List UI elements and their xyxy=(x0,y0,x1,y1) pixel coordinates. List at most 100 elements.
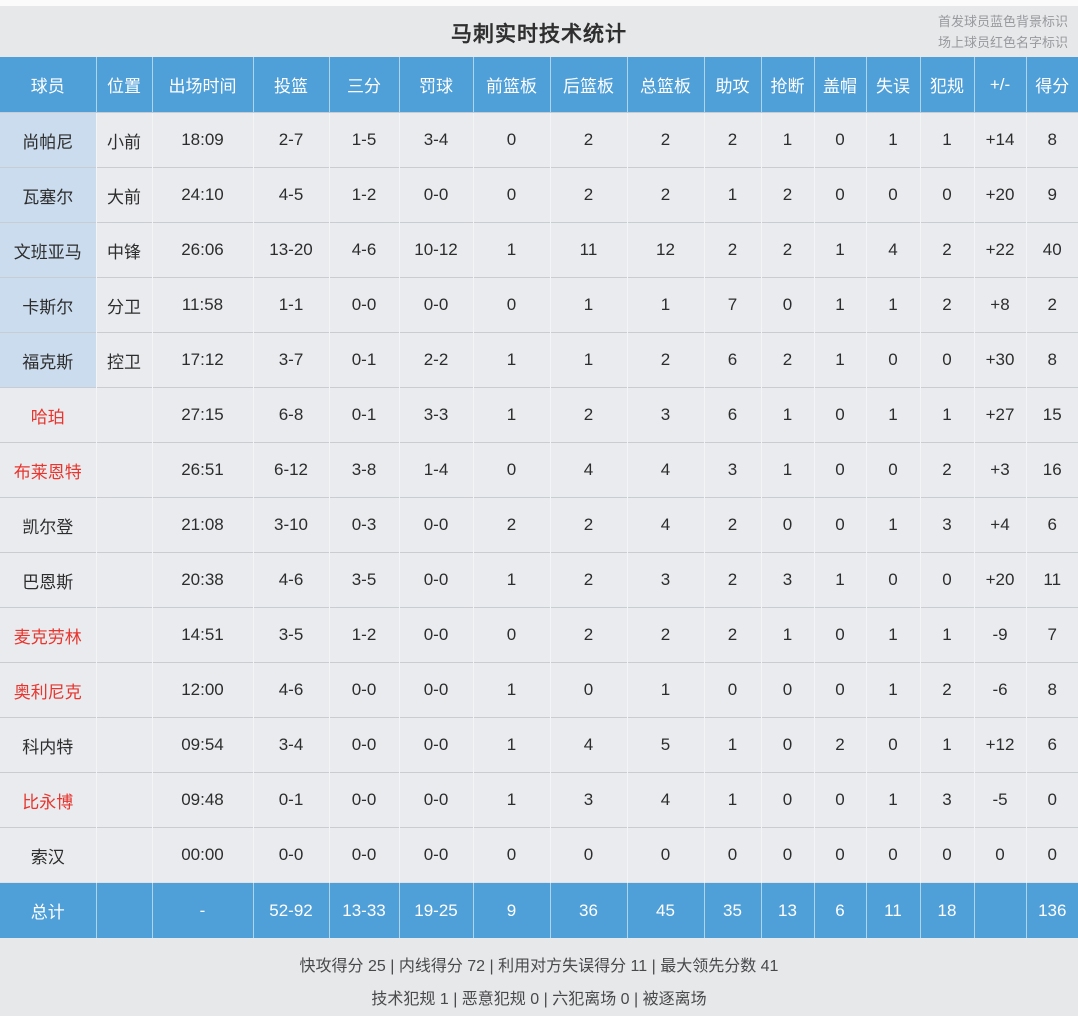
player-row: 文班亚马 中锋 26:06 13-20 4-6 10-12 1 11 12 2 2 1 4 2 +22 40 xyxy=(0,222,1078,278)
stat-cell: 0 xyxy=(472,442,550,498)
stat-cell: 1 xyxy=(626,277,704,333)
stat-cell: 0 xyxy=(472,112,550,168)
stat-cell: 0 xyxy=(1025,772,1078,828)
stat-cell: 0-0 xyxy=(398,552,473,608)
column-header-steals: 抢断 xyxy=(760,57,814,113)
stat-cell: 1 xyxy=(813,332,866,388)
stat-cell: 0-0 xyxy=(398,607,473,663)
stat-cell: 24:10 xyxy=(151,167,253,223)
stat-cell: 0 xyxy=(472,277,550,333)
stat-cell: 大前 xyxy=(95,167,152,223)
stat-cell: 14:51 xyxy=(151,607,253,663)
stat-cell: 2 xyxy=(1025,277,1078,333)
stat-cell: 20:38 xyxy=(151,552,253,608)
player-name-cell: 尚帕尼 xyxy=(0,112,96,168)
stat-cell: 0-0 xyxy=(252,827,329,883)
player-name-cell: 麦克劳林 xyxy=(0,607,96,663)
stat-cell: 2 xyxy=(703,552,761,608)
stat-cell: 1 xyxy=(703,717,761,773)
stat-cell: 16 xyxy=(1025,442,1078,498)
stat-cell: 2 xyxy=(549,387,627,443)
total-stat-cell: 35 xyxy=(703,882,761,938)
stat-cell: 11:58 xyxy=(151,277,253,333)
player-name-cell: 凯尔登 xyxy=(0,497,96,553)
player-row: 布莱恩特 26:51 6-12 3-8 1-4 0 4 4 3 1 0 0 2 +3 16 xyxy=(0,442,1078,498)
stat-cell: 3-4 xyxy=(252,717,329,773)
column-header-3pt: 三分 xyxy=(328,57,399,113)
stat-cell: 3 xyxy=(760,552,814,608)
stat-cell: 2 xyxy=(813,717,866,773)
column-header-plusminus: +/- xyxy=(973,57,1026,113)
stat-cell: 4 xyxy=(865,222,920,278)
stat-cell: 6-12 xyxy=(252,442,329,498)
stat-cell: 1 xyxy=(865,387,920,443)
top-strip xyxy=(0,0,1078,6)
player-row: 麦克劳林 14:51 3-5 1-2 0-0 0 2 2 2 1 0 1 1 -9 7 xyxy=(0,607,1078,663)
stat-cell: 0-0 xyxy=(398,497,473,553)
player-name-cell: 比永博 xyxy=(0,772,96,828)
total-stat-cell: 52-92 xyxy=(252,882,329,938)
stat-cell: +20 xyxy=(973,552,1026,608)
stat-cell: 27:15 xyxy=(151,387,253,443)
stat-cell: 0 xyxy=(919,827,974,883)
stat-cell: 3-7 xyxy=(252,332,329,388)
stat-cell: 0 xyxy=(1025,827,1078,883)
player-name-cell: 文班亚马 xyxy=(0,222,96,278)
stat-cell: 8 xyxy=(1025,662,1078,718)
stat-cell: 1 xyxy=(703,167,761,223)
column-header-fouls: 犯规 xyxy=(919,57,974,113)
column-header-oreb: 前篮板 xyxy=(472,57,550,113)
stat-cell: 09:48 xyxy=(151,772,253,828)
stat-cell: 1-5 xyxy=(328,112,399,168)
stat-cell: 0 xyxy=(472,827,550,883)
stat-cell: 0 xyxy=(760,277,814,333)
stat-cell: 中锋 xyxy=(95,222,152,278)
stat-cell xyxy=(95,387,152,443)
stat-cell: 0 xyxy=(549,827,627,883)
stat-cell: 1 xyxy=(760,112,814,168)
total-row: 总计 -52-92 13-33 19-25 9 36 45 35 13 6 11 18 136 xyxy=(0,882,1078,938)
stat-cell: 2 xyxy=(703,222,761,278)
stat-cell xyxy=(95,662,152,718)
stat-cell: 2 xyxy=(626,607,704,663)
stat-cell: 0-3 xyxy=(328,497,399,553)
stat-cell: 1 xyxy=(703,772,761,828)
total-stat-cell: 45 xyxy=(626,882,704,938)
stat-cell: 0 xyxy=(813,167,866,223)
stat-cell: 0 xyxy=(813,112,866,168)
stat-cell: 26:06 xyxy=(151,222,253,278)
stat-cell: 0 xyxy=(813,772,866,828)
stat-cell: 0-1 xyxy=(328,387,399,443)
stat-cell: 6-8 xyxy=(252,387,329,443)
stat-cell: 0 xyxy=(760,497,814,553)
stat-cell xyxy=(95,442,152,498)
stat-cell: 0-0 xyxy=(328,277,399,333)
stat-cell: 1 xyxy=(760,387,814,443)
stat-cell: 4 xyxy=(549,442,627,498)
stat-cell: 2-2 xyxy=(398,332,473,388)
stat-cell: 3-4 xyxy=(398,112,473,168)
total-stat-cell: 11 xyxy=(865,882,920,938)
stat-cell: 00:00 xyxy=(151,827,253,883)
stat-cell: 6 xyxy=(703,332,761,388)
player-name-cell: 卡斯尔 xyxy=(0,277,96,333)
stat-cell: 3 xyxy=(919,497,974,553)
stat-cell xyxy=(95,607,152,663)
stat-cell: 0 xyxy=(760,662,814,718)
stat-cell: 3 xyxy=(919,772,974,828)
stat-cell: 0 xyxy=(813,827,866,883)
stat-cell: 0-0 xyxy=(328,772,399,828)
stat-cell: 0 xyxy=(813,662,866,718)
legend-oncourt-note: 场上球员红色名字标识 xyxy=(937,35,1068,50)
stat-cell: 4 xyxy=(626,442,704,498)
player-row: 奥利尼克 12:00 4-6 0-0 0-0 1 0 1 0 0 0 1 2 -6 8 xyxy=(0,662,1078,718)
stat-cell: 0 xyxy=(919,167,974,223)
stat-cell: 0-0 xyxy=(398,717,473,773)
stat-cell: 12 xyxy=(626,222,704,278)
stat-cell: 0 xyxy=(865,827,920,883)
stat-cell: 21:08 xyxy=(151,497,253,553)
total-stat-cell: 136 xyxy=(1025,882,1078,938)
stat-cell: 1-1 xyxy=(252,277,329,333)
stat-cell: 2 xyxy=(472,497,550,553)
stat-cell: 控卫 xyxy=(95,332,152,388)
